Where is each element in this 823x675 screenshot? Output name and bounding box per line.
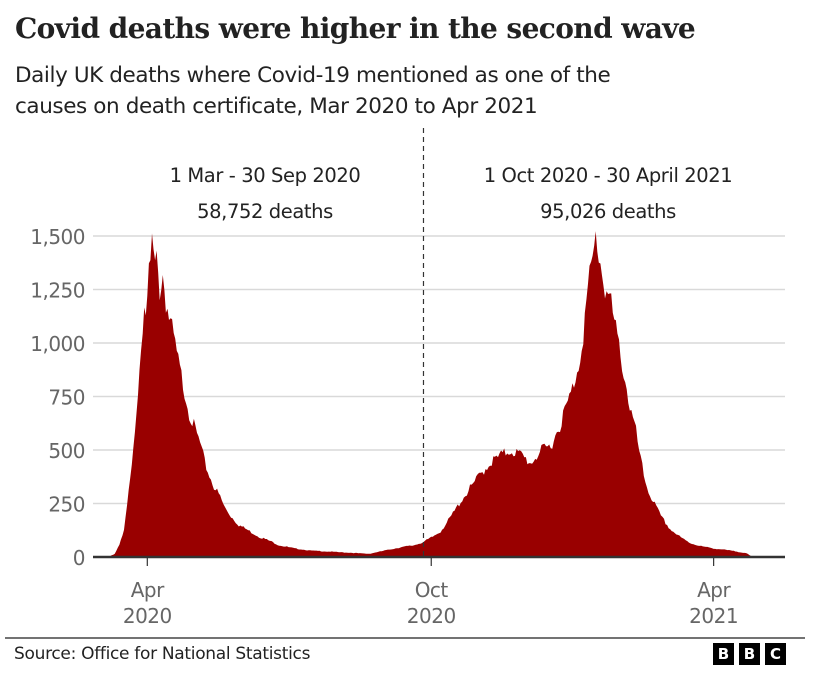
y-tick-label: 1,500	[30, 225, 85, 249]
x-tick-label-month: Apr	[697, 578, 731, 602]
bbc-logo-letter: B	[713, 643, 734, 665]
x-tick-label-month: Apr	[131, 578, 165, 602]
chart-subtitle: Daily UK deaths where Covid-19 mentioned…	[15, 60, 815, 122]
period-annotations: 1 Mar - 30 Sep 2020 58,752 deaths 1 Oct …	[170, 164, 733, 223]
bbc-logo-letter: B	[739, 643, 760, 665]
y-tick-label: 1,000	[30, 332, 85, 356]
footer-divider	[5, 637, 805, 639]
y-tick-label: 250	[48, 493, 85, 517]
y-tick-label: 500	[48, 439, 85, 463]
gridlines	[93, 235, 785, 505]
subtitle-line-1: Daily UK deaths where Covid-19 mentioned…	[15, 63, 611, 88]
chart-title: Covid deaths were higher in the second w…	[15, 12, 696, 45]
annotation-period-2-dates: 1 Oct 2020 - 30 April 2021	[484, 164, 733, 187]
annotation-period-1-dates: 1 Mar - 30 Sep 2020	[170, 164, 361, 187]
annotation-period-1-deaths: 58,752 deaths	[197, 200, 333, 223]
x-tick-label-month: Oct	[415, 578, 449, 602]
y-tick-label: 0	[73, 546, 85, 570]
x-tick-label-year: 2020	[123, 604, 172, 628]
y-axis-labels: 0 250 500 750 1,000 1,250 1,500	[30, 225, 85, 570]
y-tick-label: 750	[48, 386, 85, 410]
deaths-area	[108, 231, 753, 557]
x-tick-label-year: 2021	[689, 604, 738, 628]
bbc-logo: B B C	[713, 643, 786, 665]
bbc-logo-letter: C	[765, 643, 786, 665]
y-tick-label: 1,250	[30, 279, 85, 303]
area-chart: 0 250 500 750 1,000 1,250 1,500 1 Mar - 30 Sep…	[30, 128, 785, 628]
source-note: Source: Office for National Statistics	[14, 644, 311, 664]
x-tick-label-year: 2020	[407, 604, 456, 628]
subtitle-line-2: causes on death certificate, Mar 2020 to…	[15, 94, 538, 119]
annotation-period-2-deaths: 95,026 deaths	[540, 200, 676, 223]
